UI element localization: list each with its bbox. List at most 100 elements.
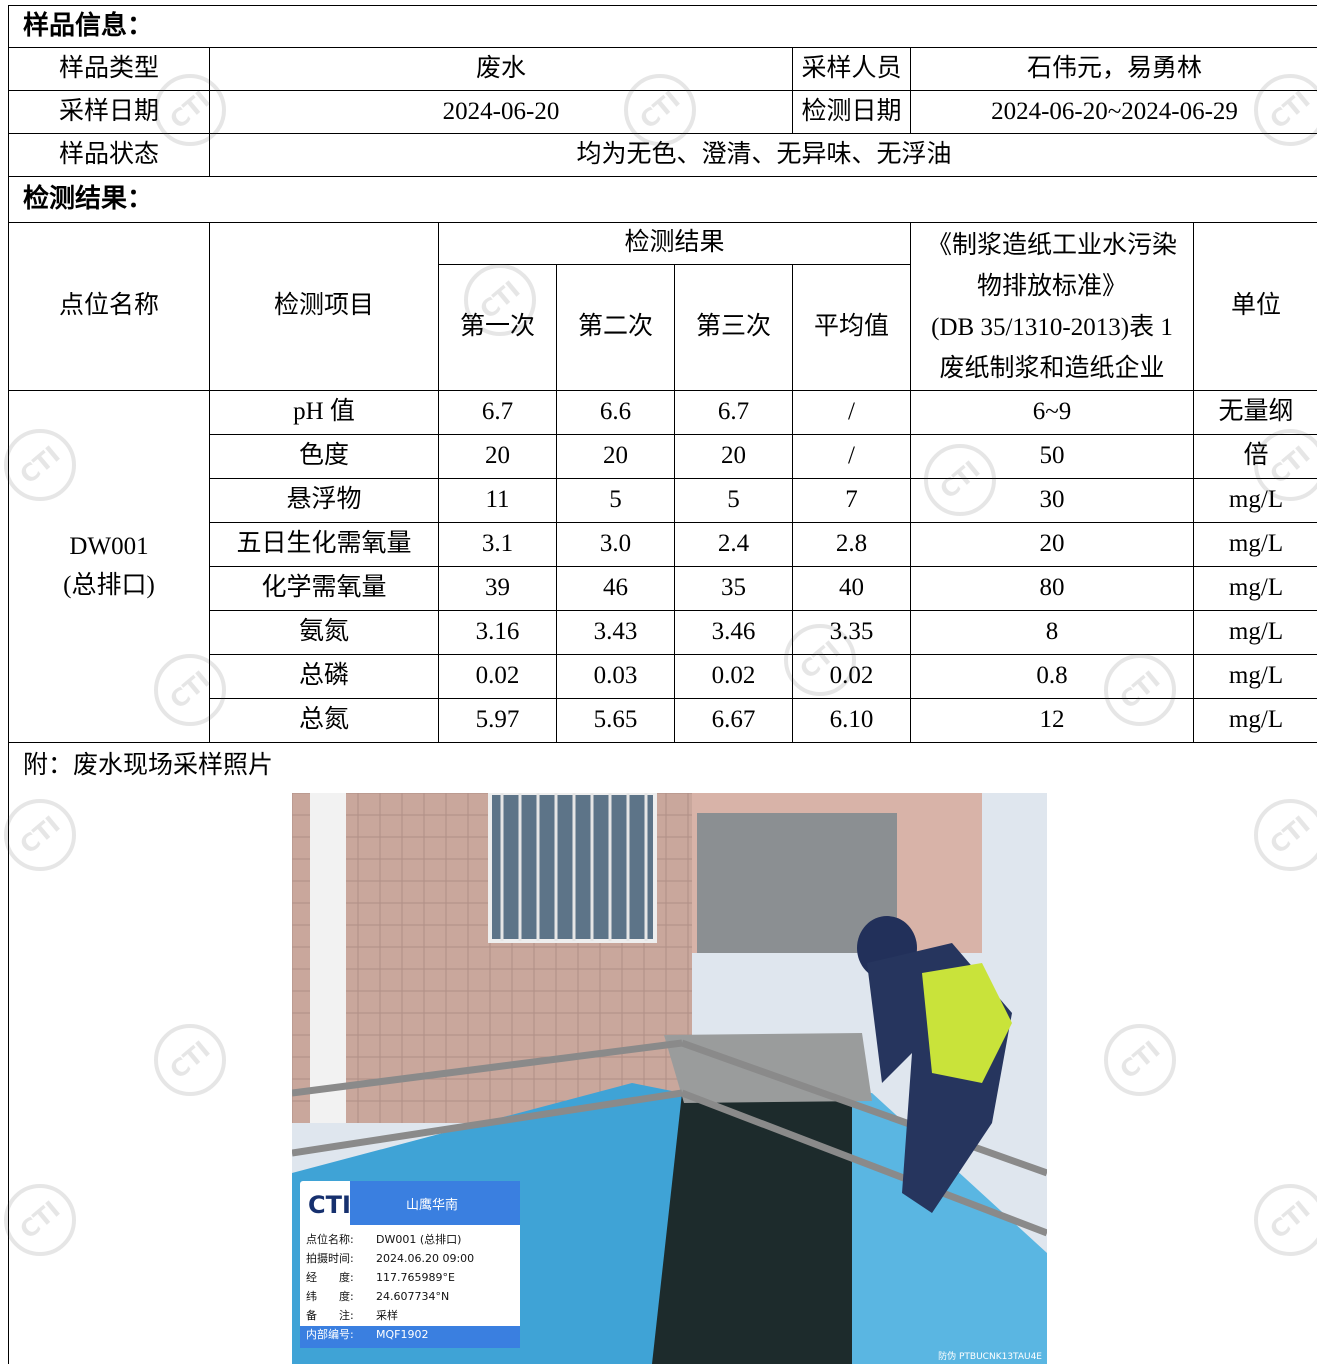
data-cell: 倍 — [1194, 435, 1317, 479]
site-line: DW001 — [9, 528, 209, 567]
data-cell: mg/L — [1194, 699, 1317, 743]
data-cell: 20 — [557, 435, 675, 479]
card-brand: CTI — [308, 1191, 351, 1219]
standard-line: 物排放标准》 — [911, 266, 1193, 307]
data-cell: 5.65 — [557, 699, 675, 743]
site-line: (总排口) — [9, 567, 209, 606]
data-cell: 无量纲 — [1194, 391, 1317, 435]
data-cell: 6.67 — [675, 699, 793, 743]
card-label: 拍摄时间: — [306, 1251, 354, 1265]
header-cell: 单位 — [1194, 223, 1317, 391]
label: 检测日期 — [793, 91, 911, 134]
data-cell: 3.1 — [439, 523, 557, 567]
data-cell: 0.03 — [557, 655, 675, 699]
data-cell: 6.10 — [793, 699, 911, 743]
card-company: 山鹰华南 — [406, 1197, 458, 1213]
label: 样品状态 — [9, 134, 210, 177]
data-cell: 3.0 — [557, 523, 675, 567]
data-cell: 5 — [557, 479, 675, 523]
photo-code: 防伪 PTBUCNK13TAU4E — [938, 1350, 1042, 1362]
value: 石伟元，易勇林 — [911, 48, 1317, 91]
value: 废水 — [210, 48, 793, 91]
cover-plate — [664, 1033, 872, 1103]
header-cell: 平均值 — [793, 265, 911, 391]
data-cell: 悬浮物 — [210, 479, 439, 523]
card-label: 内部编号: — [306, 1327, 354, 1341]
data-cell: mg/L — [1194, 655, 1317, 699]
header-cell: 第一次 — [439, 265, 557, 391]
header-cell: 第三次 — [675, 265, 793, 391]
data-cell: 35 — [675, 567, 793, 611]
data-cell: mg/L — [1194, 567, 1317, 611]
data-cell: mg/L — [1194, 611, 1317, 655]
data-cell: 30 — [911, 479, 1194, 523]
data-cell: 化学需氧量 — [210, 567, 439, 611]
label: 采样人员 — [793, 48, 911, 91]
card-label: 点位名称: — [306, 1232, 354, 1246]
data-cell: 3.16 — [439, 611, 557, 655]
data-cell: 6.7 — [439, 391, 557, 435]
label: 样品类型 — [9, 48, 210, 91]
value: 2024-06-20 — [210, 91, 793, 134]
data-cell: / — [793, 435, 911, 479]
data-cell: 3.46 — [675, 611, 793, 655]
data-cell: 12 — [911, 699, 1194, 743]
data-cell: 20 — [439, 435, 557, 479]
appendix-row: 附：废水现场采样照片 CTI 山鹰华南点位名称: DW001 (总排口) 拍摄时间: 20… — [9, 743, 1317, 1364]
data-cell: 3.35 — [793, 611, 911, 655]
header-cell: 点位名称 — [9, 223, 210, 391]
data-cell: 20 — [911, 523, 1194, 567]
label: 采样日期 — [9, 91, 210, 134]
data-cell: 20 — [675, 435, 793, 479]
data-cell: 6.6 — [557, 391, 675, 435]
note: 附：废水现场采样照片 — [23, 747, 273, 786]
data-cell: 6.7 — [675, 391, 793, 435]
value: 2024-06-20~2024-06-29 — [911, 91, 1317, 134]
data-cell: 五日生化需氧量 — [210, 523, 439, 567]
card-value: 24.607734°N — [376, 1290, 449, 1303]
data-cell: 11 — [439, 479, 557, 523]
data-cell: 46 — [557, 567, 675, 611]
data-cell: 80 — [911, 567, 1194, 611]
appendix-cell: 附：废水现场采样照片 CTI 山鹰华南点位名称: DW001 (总排口) 拍摄时间: 20… — [9, 743, 1317, 1364]
data-cell: 总氮 — [210, 699, 439, 743]
data-cell: 50 — [911, 435, 1194, 479]
site-cell: DW001(总排口) — [9, 391, 210, 743]
data-cell: mg/L — [1194, 523, 1317, 567]
data-cell: 6~9 — [911, 391, 1194, 435]
data-cell: 7 — [793, 479, 911, 523]
card-value: 2024.06.20 09:00 — [376, 1252, 474, 1265]
card-value: MQF1902 — [376, 1328, 428, 1341]
data-cell: 39 — [439, 567, 557, 611]
data-cell: 0.02 — [793, 655, 911, 699]
card-label: 经 度: — [306, 1270, 354, 1284]
data-cell: 5.97 — [439, 699, 557, 743]
header-cell: 第二次 — [557, 265, 675, 391]
card-label: 备 注: — [306, 1308, 354, 1322]
section-heading: 样品信息： — [9, 6, 1317, 48]
data-cell: / — [793, 391, 911, 435]
data-cell: 总磷 — [210, 655, 439, 699]
data-cell: mg/L — [1194, 479, 1317, 523]
data-cell: 8 — [911, 611, 1194, 655]
data-cell: 40 — [793, 567, 911, 611]
channel — [652, 1093, 852, 1364]
card-value: DW001 (总排口) — [376, 1232, 461, 1246]
data-cell: pH 值 — [210, 391, 439, 435]
card-label: 纬 度: — [306, 1289, 354, 1303]
data-cell: 氨氮 — [210, 611, 439, 655]
section-heading: 检测结果： — [9, 177, 1317, 223]
data-cell: 3.43 — [557, 611, 675, 655]
data-cell: 0.8 — [911, 655, 1194, 699]
card-value: 117.765989°E — [376, 1271, 455, 1284]
header-cell: 检测项目 — [210, 223, 439, 391]
data-cell: 5 — [675, 479, 793, 523]
standard-line: (DB 35/1310-2013)表 1 — [911, 307, 1193, 348]
standard-line: 废纸制浆和造纸企业 — [911, 348, 1193, 389]
data-cell: 2.4 — [675, 523, 793, 567]
data-cell: 2.8 — [793, 523, 911, 567]
